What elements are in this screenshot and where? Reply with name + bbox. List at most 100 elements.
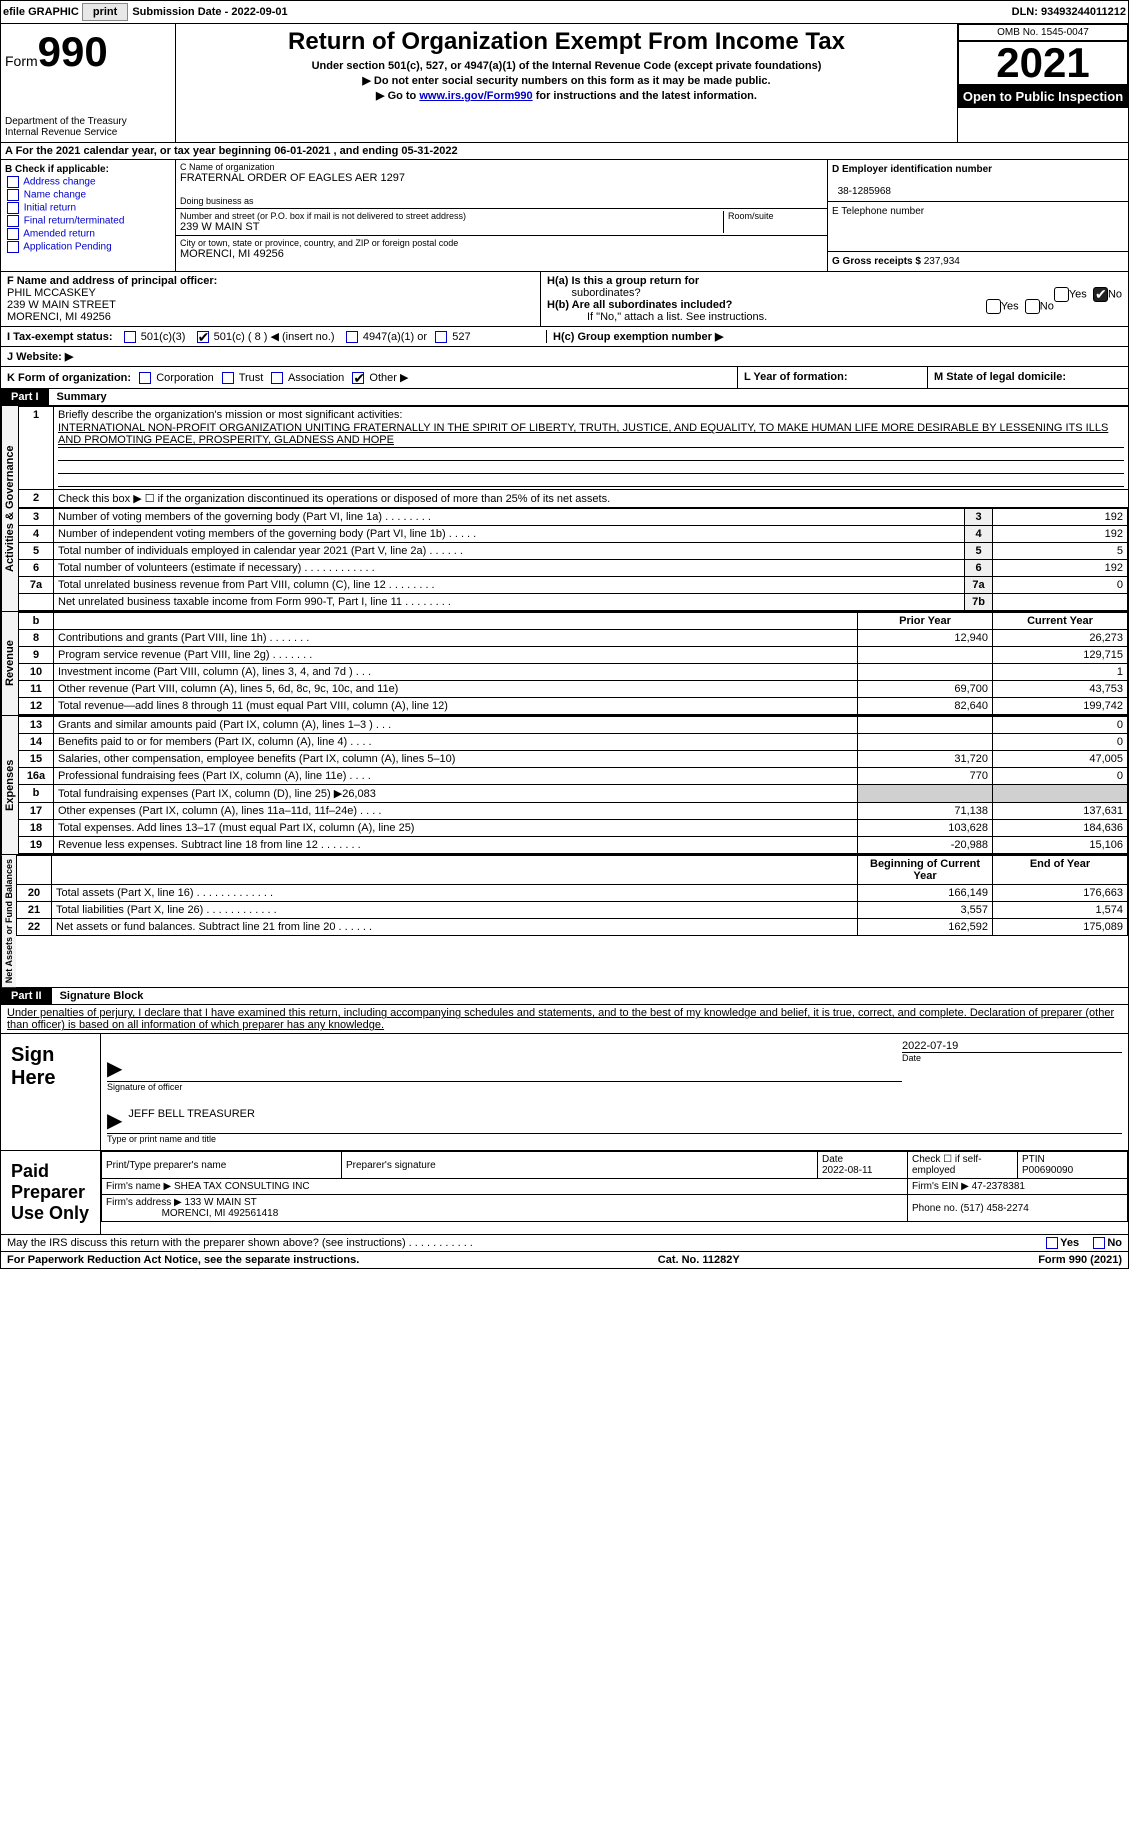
- part2-num: Part II: [1, 988, 52, 1004]
- current-value: 184,636: [993, 820, 1128, 837]
- line-text: Total number of volunteers (estimate if …: [54, 560, 965, 577]
- line-box: 3: [965, 509, 993, 526]
- side-netassets: Net Assets or Fund Balances: [1, 855, 16, 987]
- part1-title: Summary: [49, 391, 107, 403]
- prep-check-self: Check ☐ if self-employed: [908, 1152, 1018, 1179]
- line-num: 18: [19, 820, 54, 837]
- line-value: [993, 594, 1128, 611]
- prior-value: 69,700: [858, 681, 993, 698]
- line-text: Total unrelated business revenue from Pa…: [54, 577, 965, 594]
- line1-label: Briefly describe the organization's miss…: [58, 409, 402, 421]
- prior-value: 166,149: [858, 885, 993, 902]
- sig-officer-label: Signature of officer: [107, 1082, 902, 1092]
- cb-4947[interactable]: [346, 331, 358, 343]
- print-button[interactable]: print: [82, 3, 128, 21]
- g-gross-label: G Gross receipts $: [832, 256, 924, 267]
- prior-value: 31,720: [858, 751, 993, 768]
- cb-amended-return[interactable]: Amended return: [5, 228, 171, 240]
- officer-city: MORENCI, MI 49256: [7, 311, 111, 323]
- ptin-label: PTIN: [1022, 1154, 1045, 1165]
- prep-sig-label: Preparer's signature: [342, 1152, 818, 1179]
- current-value: 137,631: [993, 803, 1128, 820]
- line-num: 4: [19, 526, 54, 543]
- discuss-text: May the IRS discuss this return with the…: [7, 1237, 473, 1249]
- street-address: 239 W MAIN ST: [180, 221, 723, 233]
- dba-label: Doing business as: [180, 196, 823, 206]
- sig-arrow-icon-2: ▶: [107, 1108, 122, 1133]
- cb-initial-return[interactable]: Initial return: [5, 202, 171, 214]
- sig-date-label: Date: [902, 1052, 1122, 1063]
- line-box: 5: [965, 543, 993, 560]
- line-num: 7a: [19, 577, 54, 594]
- current-value: 0: [993, 768, 1128, 785]
- room-label: Room/suite: [728, 211, 823, 221]
- l-label: L Year of formation:: [744, 371, 848, 383]
- line-text: Net assets or fund balances. Subtract li…: [52, 919, 858, 936]
- dept-treasury: Department of the Treasury: [5, 116, 171, 127]
- cb-501c[interactable]: [197, 331, 209, 343]
- line-box: 7b: [965, 594, 993, 611]
- rev-b: b: [19, 613, 54, 630]
- line-num: 10: [19, 664, 54, 681]
- prior-value: [858, 717, 993, 734]
- ha-label: H(a) Is this a group return for subordin…: [547, 275, 1122, 299]
- m-label: M State of legal domicile:: [934, 371, 1066, 383]
- line-text: Professional fundraising fees (Part IX, …: [54, 768, 858, 785]
- cb-discuss-no[interactable]: [1093, 1237, 1105, 1249]
- prior-value: 162,592: [858, 919, 993, 936]
- current-year-hdr: Current Year: [993, 613, 1128, 630]
- line-text: Net unrelated business taxable income fr…: [54, 594, 965, 611]
- cb-name-change[interactable]: Name change: [5, 189, 171, 201]
- city-state-zip: MORENCI, MI 49256: [180, 248, 823, 260]
- cat-no: Cat. No. 11282Y: [658, 1254, 740, 1266]
- line-text: Total fundraising expenses (Part IX, col…: [54, 785, 858, 803]
- revenue-section: Revenue b Prior Year Current Year 8 Cont…: [0, 612, 1129, 716]
- cb-discuss-yes[interactable]: [1046, 1237, 1058, 1249]
- line-num: 22: [17, 919, 52, 936]
- cb-527[interactable]: [435, 331, 447, 343]
- side-revenue: Revenue: [1, 612, 18, 715]
- line-value: 0: [993, 577, 1128, 594]
- line-num: 9: [19, 647, 54, 664]
- prior-value: [858, 647, 993, 664]
- irs-link[interactable]: www.irs.gov/Form990: [419, 90, 532, 102]
- cb-assoc[interactable]: [271, 372, 283, 384]
- line-num: 21: [17, 902, 52, 919]
- line-text: Revenue less expenses. Subtract line 18 …: [54, 837, 858, 854]
- cb-application-pending[interactable]: Application Pending: [5, 241, 171, 253]
- top-bar: efile GRAPHIC print Submission Date - 20…: [0, 0, 1129, 24]
- prior-value: 82,640: [858, 698, 993, 715]
- cb-trust[interactable]: [222, 372, 234, 384]
- firm-ein: 47-2378381: [972, 1181, 1025, 1192]
- tax-year: 2021: [958, 41, 1128, 85]
- side-expenses: Expenses: [1, 716, 18, 854]
- line-text: Investment income (Part VIII, column (A)…: [54, 664, 858, 681]
- opt-527: 527: [452, 331, 470, 343]
- line-text: Other revenue (Part VIII, column (A), li…: [54, 681, 858, 698]
- hb-label: H(b) Are all subordinates included? Yes …: [547, 299, 1122, 311]
- cb-other[interactable]: [352, 372, 364, 384]
- phone-label: Phone no.: [912, 1203, 960, 1214]
- line-box: 6: [965, 560, 993, 577]
- form-number: Form990: [5, 28, 171, 76]
- opt-assoc: Association: [288, 372, 344, 384]
- current-value: 175,089: [993, 919, 1128, 936]
- firm-addr1: 133 W MAIN ST: [185, 1197, 257, 1208]
- city-label: City or town, state or province, country…: [180, 238, 823, 248]
- firm-ein-label: Firm's EIN ▶: [912, 1181, 972, 1192]
- c-name-label: C Name of organization: [180, 162, 823, 172]
- line-num: [19, 594, 54, 611]
- line-value: 5: [993, 543, 1128, 560]
- prep-date: 2022-08-11: [822, 1165, 872, 1176]
- cb-address-change[interactable]: Address change: [5, 176, 171, 188]
- line-num: 15: [19, 751, 54, 768]
- prior-value: [858, 785, 993, 803]
- sig-arrow-icon: ▶: [107, 1056, 122, 1081]
- dln: DLN: 93493244011212: [1012, 6, 1126, 18]
- firm-name: SHEA TAX CONSULTING INC: [174, 1181, 310, 1192]
- cb-corp[interactable]: [139, 372, 151, 384]
- line-num: 6: [19, 560, 54, 577]
- cb-final-return[interactable]: Final return/terminated: [5, 215, 171, 227]
- cb-501c3[interactable]: [124, 331, 136, 343]
- current-value: 43,753: [993, 681, 1128, 698]
